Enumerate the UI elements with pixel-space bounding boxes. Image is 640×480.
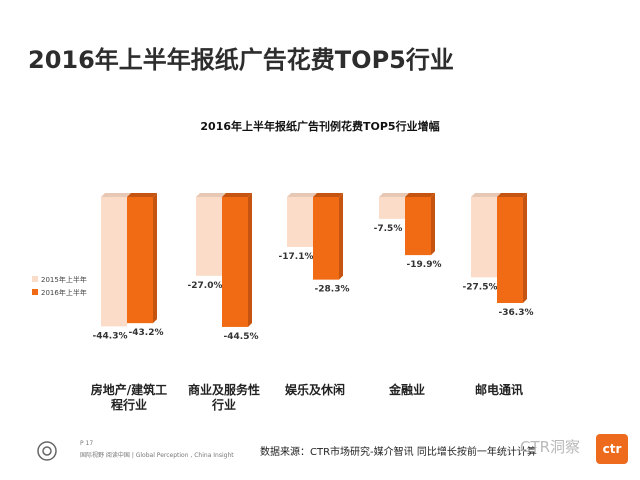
- bar: [379, 197, 405, 219]
- bar: [313, 197, 339, 280]
- legend-label: 2015年上半年: [41, 275, 87, 284]
- data-label: -44.5%: [224, 332, 259, 342]
- bar-top: [405, 193, 435, 197]
- legend-label: 2016年上半年: [41, 288, 87, 297]
- legend-swatch: [32, 276, 38, 282]
- bar-side: [339, 193, 343, 280]
- bar-top: [313, 193, 343, 197]
- page-number: P 17: [80, 440, 94, 447]
- data-label: -44.3%: [93, 331, 128, 341]
- bar-top: [379, 193, 409, 197]
- award-seal-icon: [37, 441, 57, 461]
- data-label: -36.3%: [499, 308, 534, 318]
- bar-top: [471, 193, 501, 197]
- slogan: 国际视野 阅读中国 | Global Perception , China In…: [80, 452, 234, 459]
- bar: [497, 197, 523, 303]
- data-label: -28.3%: [315, 285, 350, 295]
- category-label: 行业: [211, 397, 236, 412]
- bar-side: [523, 193, 527, 303]
- bar-side: [248, 193, 252, 327]
- bar-side: [431, 193, 435, 256]
- bar-top: [101, 193, 131, 197]
- data-source: 数据来源：CTR市场研究-媒介智讯 同比增长按前一年统计计算: [260, 447, 537, 458]
- bar: [222, 197, 248, 327]
- bar: [287, 197, 313, 247]
- bar: [471, 197, 497, 278]
- page-title: 2016年上半年报纸广告花费TOP5行业: [28, 46, 454, 74]
- data-label: -27.5%: [463, 282, 498, 292]
- category-label: 商业及服务性: [188, 382, 260, 397]
- bar: [196, 197, 222, 276]
- category-label: 邮电通讯: [475, 382, 523, 397]
- data-label: -7.5%: [374, 224, 403, 234]
- footer: P 17 国际视野 阅读中国 | Global Perception , Chi…: [28, 434, 628, 464]
- category-label: 程行业: [111, 397, 147, 412]
- category-label: 娱乐及休闲: [285, 382, 345, 397]
- bar-top: [497, 193, 527, 197]
- bar-top: [222, 193, 252, 197]
- chart-title: 2016年上半年报纸广告刊例花费TOP5行业增幅: [200, 120, 440, 133]
- ctr-logo: ctr: [596, 434, 628, 464]
- bar-side: [153, 193, 157, 324]
- data-label: -17.1%: [279, 252, 314, 262]
- bar-top: [196, 193, 226, 197]
- legend-swatch: [32, 289, 38, 295]
- data-label: -27.0%: [188, 281, 223, 291]
- bar: [405, 197, 431, 256]
- wechat-watermark: CTR洞察: [520, 438, 581, 456]
- bar: [101, 197, 127, 327]
- bar-top: [287, 193, 317, 197]
- data-label: -43.2%: [129, 328, 164, 338]
- bar-top: [127, 193, 157, 197]
- data-label: -19.9%: [407, 260, 442, 270]
- bar: [127, 197, 153, 324]
- category-label: 金融业: [388, 382, 425, 397]
- category-label: 房地产/建筑工: [91, 382, 167, 397]
